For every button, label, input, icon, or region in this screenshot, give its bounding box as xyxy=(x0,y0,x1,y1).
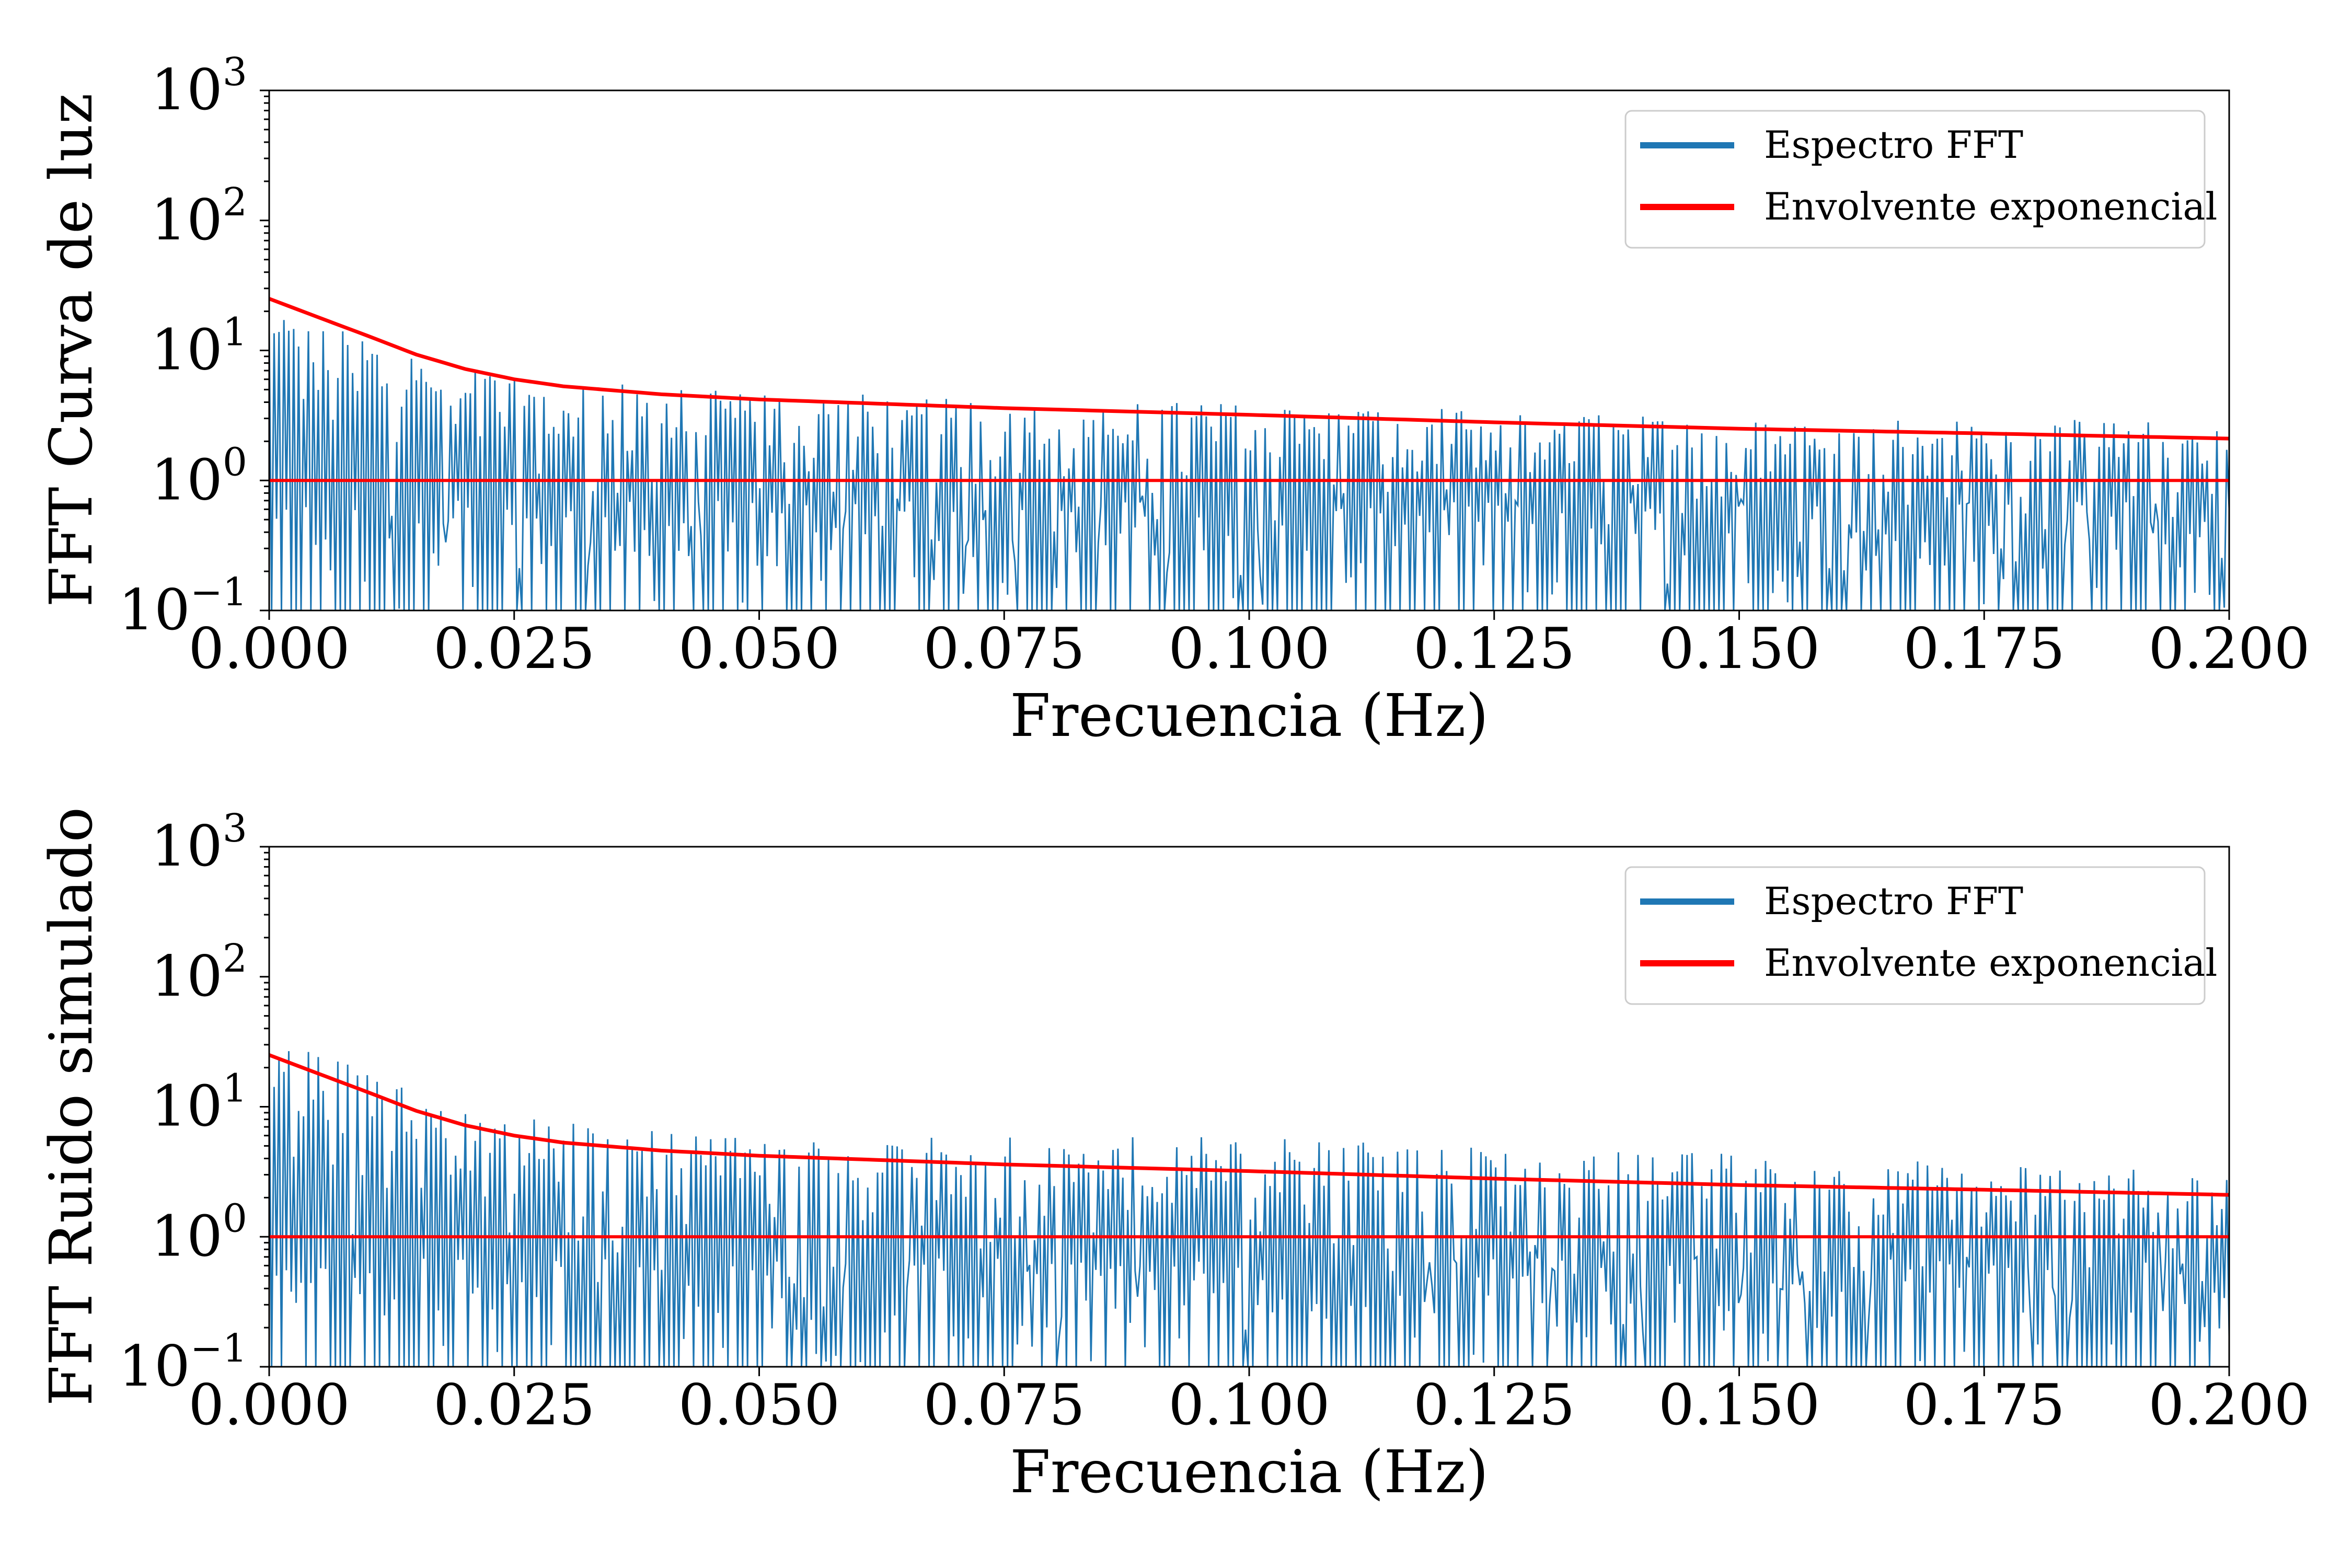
y-axis-label-2: FFT Ruido simulado xyxy=(38,807,106,1406)
x-axis-label-2: Frecuencia (Hz) xyxy=(1010,1438,1489,1506)
y-ticks-1: 103 102 101 100 10−1 xyxy=(118,50,269,643)
x-tick-label: 0.150 xyxy=(1658,1373,1820,1438)
legend-label-envelope-1: Envolvente exponencial xyxy=(1764,185,2217,228)
x-tick-label: 0.100 xyxy=(1168,616,1330,682)
envelope-line-2 xyxy=(268,1053,2230,1197)
x-tick-label: 0.050 xyxy=(678,1373,840,1438)
y-tick-label: 100 xyxy=(151,1196,247,1269)
plot-area-1 xyxy=(268,297,2230,610)
envelope-series-1 xyxy=(268,297,2230,441)
envelope-line-1 xyxy=(268,297,2230,441)
x-tick-label: 0.200 xyxy=(2148,616,2310,682)
x-tick-label: 0.000 xyxy=(188,1373,350,1438)
x-tick-label: 0.125 xyxy=(1413,616,1575,682)
y-tick-label: 103 xyxy=(151,806,247,879)
x-tick-label: 0.025 xyxy=(433,616,595,682)
y-tick-label: 10−1 xyxy=(118,570,247,643)
x-tick-label: 0.200 xyxy=(2148,1373,2310,1438)
legend-box-1 xyxy=(1624,110,2206,249)
x-tick-label: 0.175 xyxy=(1904,1373,2065,1438)
legend-label-envelope-2: Envolvente exponencial xyxy=(1764,941,2217,985)
y-tick-label: 102 xyxy=(151,180,247,253)
x-tick-label: 0.150 xyxy=(1658,616,1820,682)
y-axis-label-1: FFT Curva de luz xyxy=(38,93,106,607)
x-ticks-2: 0.000 0.025 0.050 0.075 0.100 0.125 0.150 0.175… xyxy=(188,1367,2310,1438)
y-tick-label: 100 xyxy=(151,440,247,513)
y-ticks-2: 103 102 101 100 10−1 xyxy=(118,806,269,1399)
x-tick-label: 0.050 xyxy=(678,616,840,682)
panel-1: 0.000 0.025 0.050 0.075 0.100 0.125 0.150 0.175… xyxy=(38,50,2310,750)
x-tick-label: 0.125 xyxy=(1413,1373,1575,1438)
x-tick-label: 0.100 xyxy=(1168,1373,1330,1438)
x-tick-label: 0.025 xyxy=(433,1373,595,1438)
y-tick-label: 103 xyxy=(151,50,247,123)
spectrum-line-1 xyxy=(269,320,2229,610)
plot-area-2 xyxy=(268,1051,2230,1367)
y-tick-label: 101 xyxy=(151,1066,247,1139)
spectrum-series-1 xyxy=(269,320,2229,610)
y-tick-label: 101 xyxy=(151,310,247,383)
x-ticks-1: 0.000 0.025 0.050 0.075 0.100 0.125 0.150 0.175… xyxy=(188,610,2310,682)
spectrum-series-2 xyxy=(269,1051,2229,1367)
x-tick-label: 0.075 xyxy=(924,1373,1085,1438)
x-tick-label: 0.000 xyxy=(188,616,350,682)
spectrum-line-2 xyxy=(269,1051,2229,1367)
legend-1: Espectro FFT Envolvente exponencial xyxy=(1624,110,2217,249)
legend-label-spectrum-1: Espectro FFT xyxy=(1764,123,2023,167)
envelope-series-2 xyxy=(268,1053,2230,1197)
y-tick-label: 102 xyxy=(151,936,247,1009)
y-tick-label: 10−1 xyxy=(118,1326,247,1399)
x-axis-label-1: Frecuencia (Hz) xyxy=(1010,682,1489,750)
panel-2: 0.000 0.025 0.050 0.075 0.100 0.125 0.150 0.175… xyxy=(38,806,2310,1506)
x-tick-label: 0.175 xyxy=(1904,616,2065,682)
legend-box-2 xyxy=(1624,866,2206,1005)
legend-label-spectrum-2: Espectro FFT xyxy=(1764,879,2023,923)
x-tick-label: 0.075 xyxy=(924,616,1085,682)
legend-2: Espectro FFT Envolvente exponencial xyxy=(1624,866,2217,1005)
